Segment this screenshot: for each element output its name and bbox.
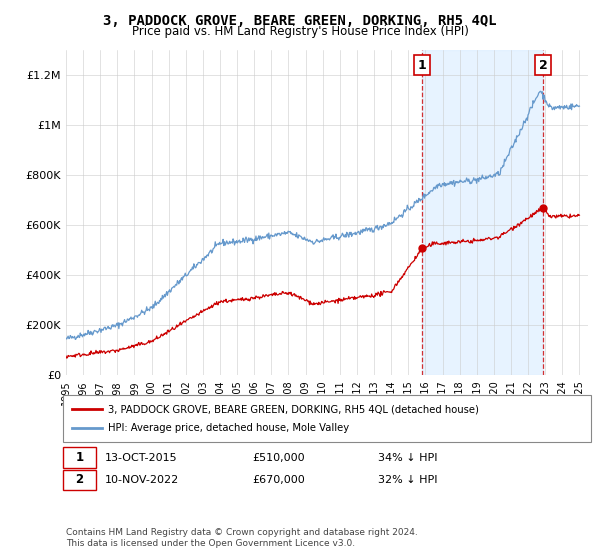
Text: 1: 1 xyxy=(76,451,83,464)
Text: 3, PADDOCK GROVE, BEARE GREEN, DORKING, RH5 4QL: 3, PADDOCK GROVE, BEARE GREEN, DORKING, … xyxy=(103,14,497,28)
Text: 3, PADDOCK GROVE, BEARE GREEN, DORKING, RH5 4QL (detached house): 3, PADDOCK GROVE, BEARE GREEN, DORKING, … xyxy=(108,404,479,414)
Text: £670,000: £670,000 xyxy=(252,475,305,485)
Text: 34% ↓ HPI: 34% ↓ HPI xyxy=(378,452,437,463)
Text: Contains HM Land Registry data © Crown copyright and database right 2024.
This d: Contains HM Land Registry data © Crown c… xyxy=(66,528,418,548)
Text: 1: 1 xyxy=(418,58,426,72)
Text: 10-NOV-2022: 10-NOV-2022 xyxy=(105,475,179,485)
Text: HPI: Average price, detached house, Mole Valley: HPI: Average price, detached house, Mole… xyxy=(108,423,349,433)
Text: 2: 2 xyxy=(76,473,83,487)
Text: Price paid vs. HM Land Registry's House Price Index (HPI): Price paid vs. HM Land Registry's House … xyxy=(131,25,469,38)
Text: £510,000: £510,000 xyxy=(252,452,305,463)
Text: 13-OCT-2015: 13-OCT-2015 xyxy=(105,452,178,463)
Text: 32% ↓ HPI: 32% ↓ HPI xyxy=(378,475,437,485)
Bar xyxy=(422,50,543,375)
Text: 2: 2 xyxy=(539,58,547,72)
